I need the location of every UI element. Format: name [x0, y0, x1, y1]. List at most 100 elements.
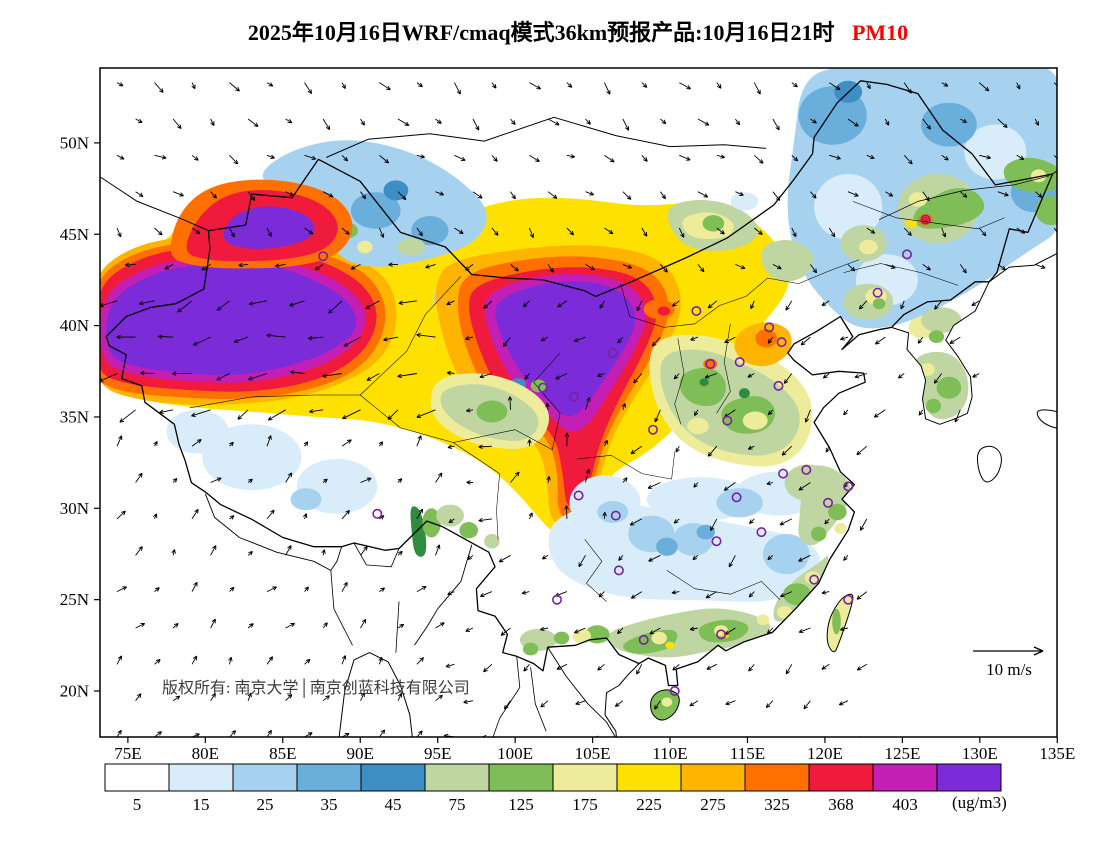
wind-arrow	[465, 335, 474, 341]
wind-arrow	[116, 729, 122, 737]
wind-arrow	[1053, 227, 1057, 236]
wind-arrow	[172, 371, 193, 376]
wind-arrow	[821, 300, 830, 307]
wind-arrow	[748, 591, 755, 598]
wind-arrow	[997, 191, 1009, 197]
wind-arrow	[285, 694, 293, 702]
contour-region	[936, 376, 962, 399]
wind-arrow	[547, 118, 560, 126]
wind-arrow	[654, 409, 661, 423]
boundary-line	[878, 175, 1050, 220]
wind-arrow	[780, 591, 792, 598]
wind-arrow	[378, 441, 384, 447]
lat-tick-label: 20N	[60, 682, 89, 701]
wind-arrow	[416, 435, 422, 447]
wind-arrow	[157, 334, 174, 339]
station-marker	[843, 594, 854, 605]
wind-arrow	[629, 518, 643, 526]
wind-arrow	[933, 373, 943, 384]
boundary-line	[100, 176, 209, 232]
wind-arrow	[388, 262, 399, 267]
wind-arrow	[446, 300, 455, 306]
wind-arrow	[785, 664, 793, 675]
wind-arrow	[603, 439, 608, 447]
wind-arrow	[503, 700, 511, 710]
wind-arrow	[383, 336, 399, 342]
wind-arrow	[266, 227, 272, 237]
wind-arrow	[767, 336, 774, 344]
contour-region	[687, 417, 709, 435]
station-marker	[711, 536, 722, 547]
wind-arrow	[510, 118, 516, 126]
wind-arrow	[416, 508, 424, 520]
wind-arrow	[641, 82, 648, 88]
station-marker	[764, 322, 775, 333]
wind-arrow	[510, 264, 519, 272]
wind-arrow	[172, 191, 184, 197]
wind-arrow	[547, 191, 558, 199]
wind-arrow	[829, 82, 841, 91]
wind-arrow	[922, 191, 930, 202]
station-marker	[573, 490, 584, 501]
wind-arrow	[765, 700, 774, 709]
wind-arrow	[622, 263, 633, 269]
wind-arrow	[856, 445, 868, 456]
wind-arrow	[693, 482, 699, 488]
lat-tick-label: 40N	[60, 316, 89, 335]
wind-arrow	[267, 409, 286, 421]
wind-arrow	[847, 118, 859, 127]
wind-arrow	[679, 154, 691, 161]
wind-arrow	[918, 409, 924, 416]
wind-arrow	[840, 336, 849, 341]
contour-region	[730, 192, 759, 211]
contour-region	[928, 330, 945, 343]
wind-arrow	[479, 373, 493, 379]
wind-arrow	[483, 300, 493, 309]
colorbar: 5 15 25 35 45 75 125 175 225 275 325 368 403	[104, 763, 1002, 814]
contour-region	[1031, 169, 1047, 183]
wind-arrow	[1053, 82, 1057, 87]
wind-arrow	[766, 627, 774, 635]
wind-arrow	[997, 118, 1008, 129]
station-marker	[568, 391, 579, 402]
wind-arrow	[341, 82, 346, 89]
contour-region	[202, 424, 302, 491]
wind-arrow	[854, 373, 867, 379]
wind-arrow	[285, 622, 296, 629]
wind-arrow	[201, 264, 211, 271]
wind-arrow	[500, 627, 511, 636]
wind-arrow	[875, 336, 886, 345]
wind-arrow	[322, 478, 328, 484]
wind-arrow	[884, 118, 890, 126]
wind-arrow	[903, 154, 913, 165]
colorbar-tick-label: 75	[449, 795, 466, 814]
wind-arrow	[341, 227, 350, 235]
wind-arrow	[707, 300, 718, 309]
figure-title: 2025年10月16日WRF/cmaq模式36km预报产品:10月16日21时 …	[248, 20, 908, 45]
wind-arrow	[454, 227, 464, 235]
wind-arrow	[124, 262, 136, 268]
wind-arrow	[322, 373, 343, 379]
wind-arrow	[602, 511, 607, 519]
wind-arrow	[597, 372, 605, 377]
wind-arrow	[1034, 118, 1039, 126]
wind-arrow	[172, 695, 181, 702]
wind-arrow	[304, 658, 311, 665]
wind-arrow	[229, 441, 234, 447]
wind-arrow	[154, 658, 161, 665]
wind-arrow	[633, 373, 643, 384]
wind-arrow	[622, 477, 628, 483]
wind-arrow	[573, 336, 586, 343]
wind-arrow	[917, 336, 924, 344]
wind-arrow	[135, 472, 143, 483]
wind-arrow	[574, 627, 586, 634]
contour-region	[742, 411, 768, 430]
map-boundary-lines	[100, 80, 1057, 737]
wind-arrow	[397, 478, 403, 483]
station-marker	[920, 214, 931, 225]
contour-region	[572, 628, 591, 644]
wind-arrow	[341, 581, 348, 592]
wind-arrow	[341, 439, 352, 447]
contour-region	[872, 298, 886, 310]
wind-arrow	[247, 118, 259, 128]
